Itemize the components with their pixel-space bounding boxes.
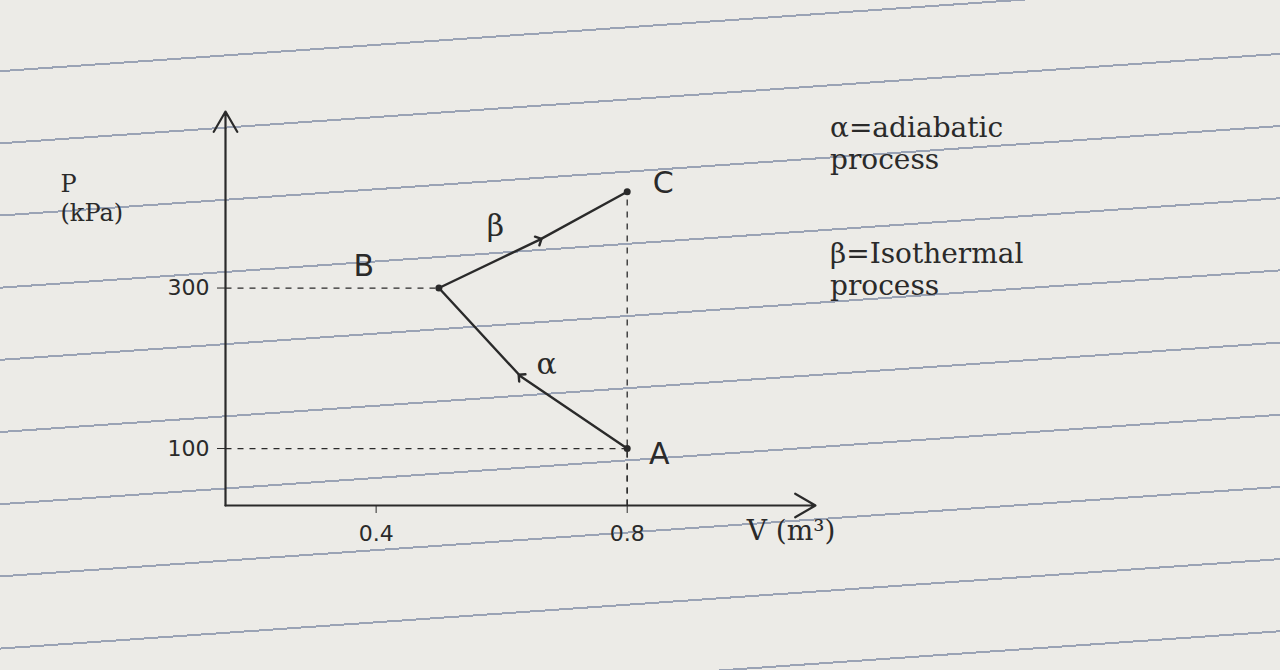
html-text:β=Isothermal process: β=Isothermal process <box>830 237 1024 303</box>
svg-text:C: C <box>653 165 674 200</box>
svg-text:A: A <box>649 436 670 471</box>
svg-text:100: 100 <box>168 436 210 461</box>
svg-text:B: B <box>354 248 375 283</box>
svg-text:0.4: 0.4 <box>359 521 394 546</box>
html-text:α=adiabatic process: α=adiabatic process <box>830 111 1004 177</box>
svg-text:α: α <box>536 346 556 381</box>
svg-text:300: 300 <box>168 275 210 300</box>
svg-text:P(kPa): P(kPa) <box>61 170 124 227</box>
svg-text:0.8: 0.8 <box>610 521 645 546</box>
svg-text:V (m³): V (m³) <box>746 514 836 547</box>
svg-text:β: β <box>487 207 504 242</box>
